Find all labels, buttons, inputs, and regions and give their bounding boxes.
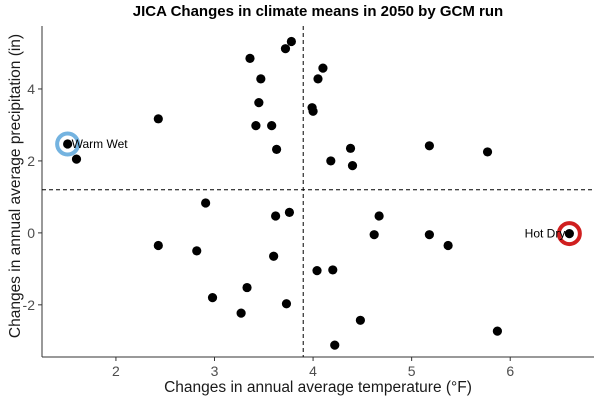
x-tick-label: 3 <box>211 363 219 379</box>
data-point <box>347 160 358 171</box>
x-tick-label: 2 <box>112 363 120 379</box>
data-point <box>192 246 202 256</box>
y-tick-label: -2 <box>23 297 36 313</box>
data-point <box>374 211 384 221</box>
plot-area: 2 3 4 5 6 -2 0 2 4 Warm Wet Hot Dry <box>23 26 594 379</box>
data-point <box>424 141 434 151</box>
data-point <box>280 44 291 54</box>
y-tick-label: 4 <box>27 81 35 97</box>
data-point <box>251 121 261 131</box>
data-point <box>272 144 282 155</box>
data-point <box>153 114 163 124</box>
data-point <box>284 207 295 217</box>
data-point <box>328 265 338 275</box>
data-point <box>153 240 163 251</box>
data-point <box>355 315 365 325</box>
data-point <box>271 211 281 221</box>
highlight-ring <box>556 221 582 247</box>
data-point <box>71 154 82 164</box>
data-point <box>254 98 264 108</box>
x-tick-label: 6 <box>506 363 514 379</box>
data-point <box>308 106 318 116</box>
data-point <box>245 53 255 63</box>
highlight-ring <box>55 131 81 157</box>
y-tick-label: 0 <box>27 225 35 241</box>
x-axis-title: Changes in annual average temperature (°… <box>164 379 472 396</box>
y-axis-title: Changes in annual average precipitation … <box>7 34 24 338</box>
data-point <box>201 198 211 208</box>
data-point <box>443 240 453 251</box>
data-point <box>345 143 356 153</box>
data-point <box>242 282 252 293</box>
data-point <box>330 340 340 350</box>
data-point <box>267 121 277 131</box>
data-point <box>313 74 323 84</box>
y-tick-label: 2 <box>27 153 35 169</box>
data-point <box>63 139 73 149</box>
data-point <box>269 251 279 261</box>
chart-title: JICA Changes in climate means in 2050 by… <box>133 3 503 20</box>
data-point <box>482 147 493 157</box>
data-point <box>281 299 292 309</box>
annotation-label: Warm Wet <box>72 137 129 151</box>
data-point <box>286 36 296 47</box>
data-point <box>326 156 336 166</box>
data-point <box>424 230 434 240</box>
data-point <box>236 308 246 318</box>
data-point <box>318 63 328 73</box>
x-tick-label: 4 <box>309 363 317 379</box>
data-point <box>207 293 218 303</box>
annotation-label: Hot Dry <box>525 227 566 241</box>
data-point <box>312 266 322 276</box>
data-point <box>256 74 266 84</box>
x-tick-label: 5 <box>408 363 416 379</box>
data-point <box>564 228 574 239</box>
data-point <box>369 230 379 240</box>
data-point <box>492 326 502 336</box>
